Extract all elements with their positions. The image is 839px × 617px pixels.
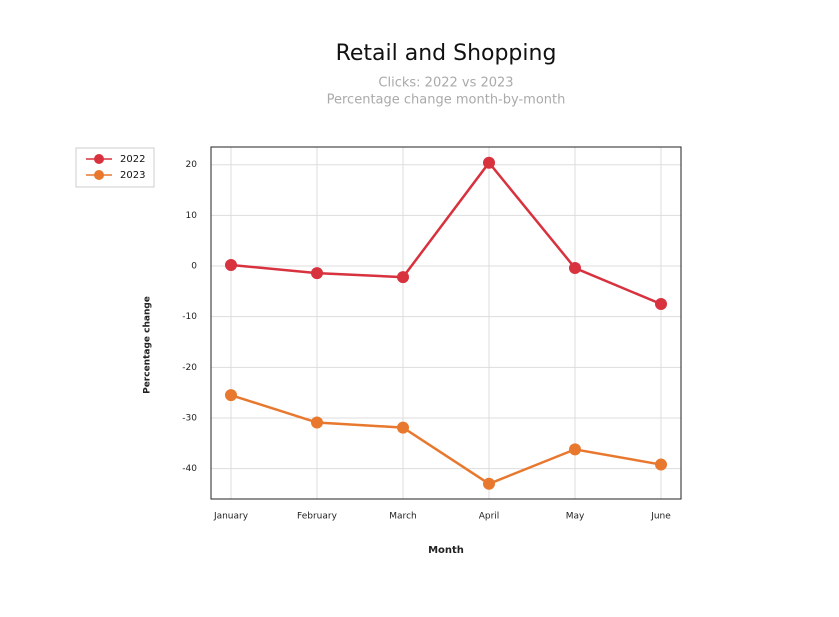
legend-box bbox=[75, 147, 155, 188]
y-tick-label: -20 bbox=[182, 363, 197, 373]
x-tick-label: April bbox=[479, 512, 500, 522]
data-point bbox=[569, 262, 581, 275]
legend-marker bbox=[94, 154, 104, 164]
legend-label: 2022 bbox=[120, 154, 145, 165]
series-line bbox=[230, 160, 662, 306]
data-point bbox=[569, 443, 581, 456]
chart-subtitle: Percentage change month-by-month bbox=[327, 93, 566, 108]
y-tick-label: -10 bbox=[182, 312, 197, 322]
data-point bbox=[225, 389, 237, 402]
y-tick-label: 10 bbox=[186, 211, 198, 221]
data-point bbox=[311, 267, 323, 280]
chart-title: Retail and Shopping bbox=[336, 41, 557, 66]
x-tick-label: June bbox=[650, 512, 671, 522]
data-point bbox=[655, 298, 667, 311]
series-line bbox=[230, 393, 662, 486]
chart-subtitle: Clicks: 2022 vs 2023 bbox=[378, 76, 513, 91]
legend-label: 2023 bbox=[120, 170, 145, 181]
data-point bbox=[311, 416, 323, 429]
y-tick-label: -30 bbox=[182, 413, 197, 423]
plot-frame bbox=[210, 146, 682, 500]
y-tick-label: 20 bbox=[186, 160, 198, 170]
data-point bbox=[655, 458, 667, 471]
data-point bbox=[225, 259, 237, 272]
data-point bbox=[397, 421, 409, 434]
x-tick-label: March bbox=[389, 512, 416, 522]
data-point bbox=[483, 477, 495, 490]
data-point bbox=[397, 271, 409, 284]
x-tick-label: May bbox=[566, 512, 585, 522]
y-axis-label: Percentage change bbox=[143, 296, 153, 394]
legend-marker bbox=[94, 170, 104, 180]
y-tick-label: -40 bbox=[182, 464, 197, 474]
data-point bbox=[483, 156, 495, 169]
x-tick-label: January bbox=[213, 512, 249, 522]
x-tick-label: February bbox=[297, 512, 338, 522]
x-axis-label: Month bbox=[428, 545, 464, 556]
y-tick-label: 0 bbox=[191, 262, 197, 272]
